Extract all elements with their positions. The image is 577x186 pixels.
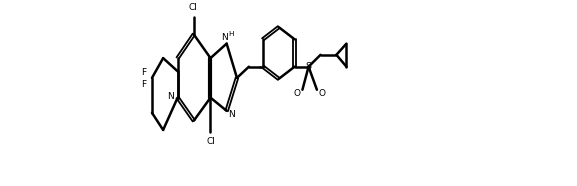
Text: N: N [228,110,235,119]
Text: F: F [141,68,147,77]
Text: Cl: Cl [189,3,197,12]
Text: H: H [228,31,234,37]
Text: N: N [167,92,174,101]
Text: O: O [294,89,301,98]
Text: O: O [319,89,326,98]
Text: F: F [141,79,147,89]
Text: S: S [306,62,312,70]
Text: Cl: Cl [207,137,216,146]
Text: N: N [221,33,227,42]
